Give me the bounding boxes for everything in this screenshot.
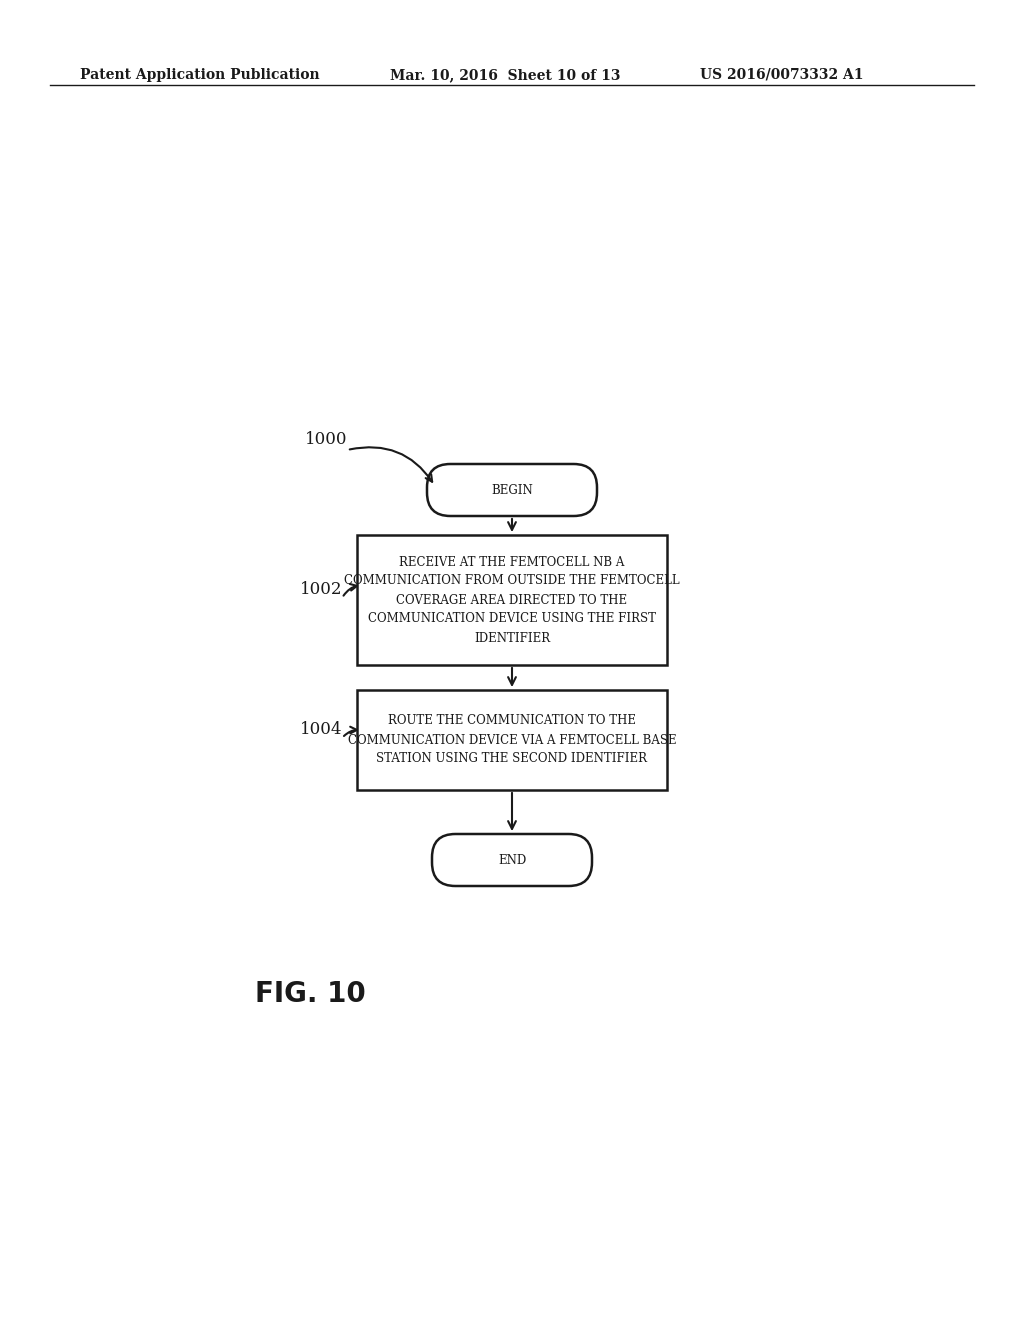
Text: END: END xyxy=(498,854,526,866)
FancyBboxPatch shape xyxy=(432,834,592,886)
Text: FIG. 10: FIG. 10 xyxy=(255,979,366,1008)
Text: Patent Application Publication: Patent Application Publication xyxy=(80,69,319,82)
Text: 1004: 1004 xyxy=(300,722,342,738)
Text: ROUTE THE COMMUNICATION TO THE
COMMUNICATION DEVICE VIA A FEMTOCELL BASE
STATION: ROUTE THE COMMUNICATION TO THE COMMUNICA… xyxy=(348,714,676,766)
FancyBboxPatch shape xyxy=(427,465,597,516)
Text: RECEIVE AT THE FEMTOCELL NB A
COMMUNICATION FROM OUTSIDE THE FEMTOCELL
COVERAGE : RECEIVE AT THE FEMTOCELL NB A COMMUNICAT… xyxy=(344,556,680,644)
Text: Mar. 10, 2016  Sheet 10 of 13: Mar. 10, 2016 Sheet 10 of 13 xyxy=(390,69,621,82)
Text: BEGIN: BEGIN xyxy=(492,483,532,496)
Bar xyxy=(357,690,667,789)
Text: 1002: 1002 xyxy=(300,582,342,598)
Text: US 2016/0073332 A1: US 2016/0073332 A1 xyxy=(700,69,863,82)
Text: 1000: 1000 xyxy=(305,432,347,449)
Bar xyxy=(357,535,667,665)
